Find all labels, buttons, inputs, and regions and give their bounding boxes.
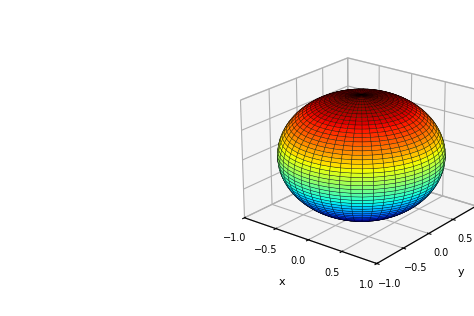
Y-axis label: y: y — [458, 267, 465, 277]
X-axis label: x: x — [279, 277, 286, 287]
